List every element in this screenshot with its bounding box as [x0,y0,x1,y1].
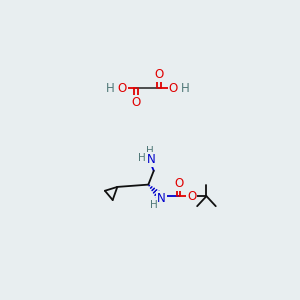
Text: H: H [138,153,146,164]
Text: O: O [174,177,183,190]
Text: N: N [157,192,166,205]
Text: O: O [117,82,127,95]
Text: O: O [131,96,141,109]
Text: H: H [150,200,158,210]
Text: O: O [154,68,164,81]
Text: H: H [146,146,154,157]
Text: H: H [180,82,189,95]
Text: N: N [147,153,156,166]
Text: O: O [169,82,178,95]
Text: O: O [187,190,196,203]
Text: H: H [106,82,115,95]
